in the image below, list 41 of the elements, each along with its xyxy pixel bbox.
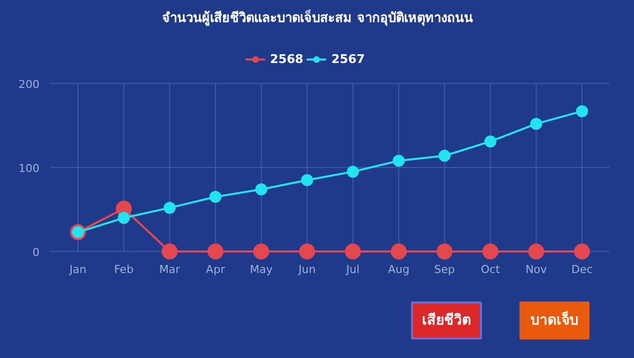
point <box>482 244 498 260</box>
point <box>299 244 316 260</box>
x-tick-label: May <box>250 263 274 276</box>
point <box>118 212 130 224</box>
point <box>574 244 590 260</box>
x-tick-label: Dec <box>571 263 593 276</box>
point <box>484 135 496 148</box>
y-tick-label: 100 <box>18 162 40 175</box>
point <box>528 244 544 260</box>
y-tick-label: 200 <box>18 78 40 91</box>
point <box>390 244 407 260</box>
point <box>209 190 222 203</box>
point <box>436 244 453 260</box>
point <box>576 105 588 118</box>
chart-title: จำนวนผู้เสียชีวิตและบาดเจ็บสะสม จากอุบัติเหตุทางถนน <box>162 8 473 26</box>
point <box>162 244 178 260</box>
point <box>530 118 542 130</box>
x-tick-label: Jul <box>345 263 360 276</box>
legend-label: 2568 <box>270 52 304 66</box>
text: เสียชีวิต <box>422 312 471 328</box>
point <box>438 150 451 162</box>
x-tick-label: Sep <box>434 263 455 276</box>
x-tick-label: Jan <box>68 263 86 276</box>
x-tick-label: Oct <box>480 263 501 276</box>
x-tick-label: Nov <box>525 263 548 276</box>
x-tick-label: Mar <box>159 263 180 276</box>
x-tick-label: Apr <box>206 263 226 276</box>
text: บาดเจ็บ <box>530 310 578 328</box>
legend-label: 2567 <box>331 52 365 66</box>
point <box>253 244 270 260</box>
x-tick-label: Aug <box>388 263 410 276</box>
point <box>207 244 224 260</box>
point <box>344 244 361 260</box>
point <box>164 202 176 214</box>
point <box>346 166 359 178</box>
y-tick-label: 0 <box>32 246 40 259</box>
point <box>301 174 314 186</box>
x-tick-label: Feb <box>114 263 134 276</box>
point <box>392 154 405 167</box>
x-tick-label: Jun <box>297 263 316 276</box>
point <box>255 183 268 196</box>
